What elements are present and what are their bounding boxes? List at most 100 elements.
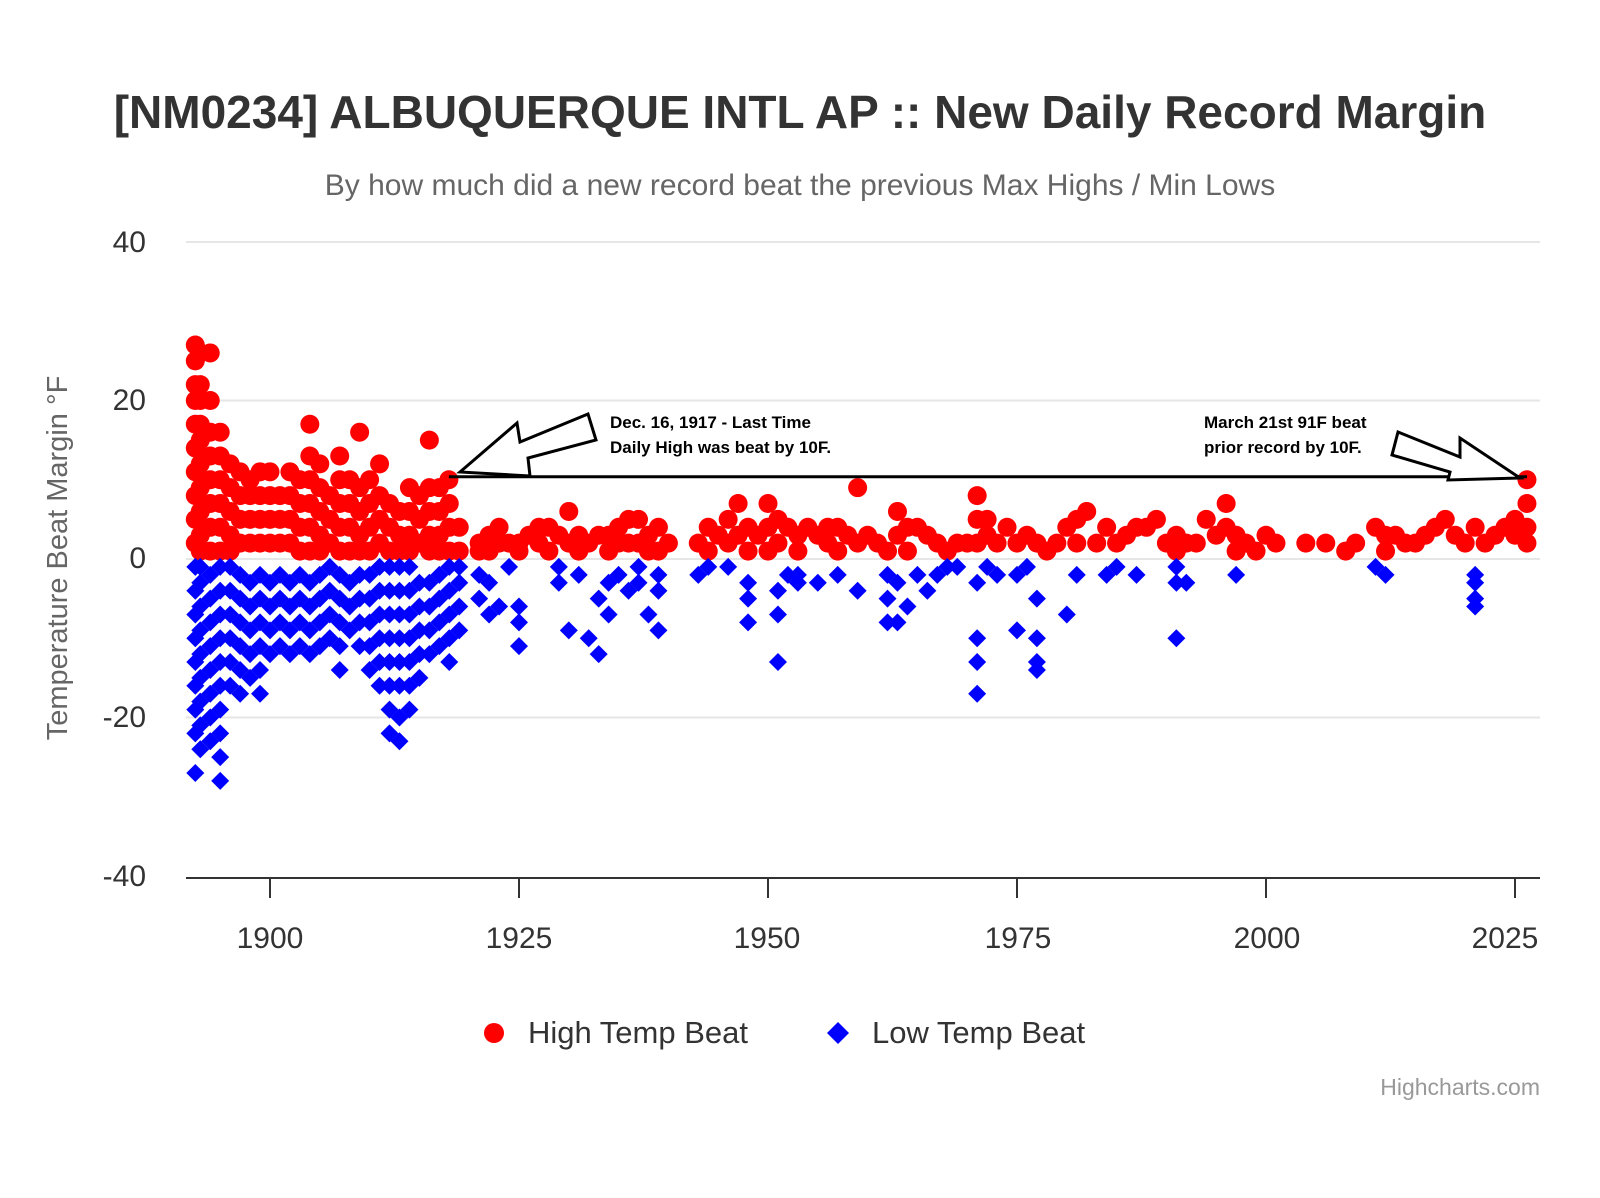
y-tick-label: 20: [113, 384, 146, 417]
data-point: [260, 462, 280, 482]
credits-link[interactable]: Highcharts.com: [1380, 1074, 1540, 1100]
y-axis-labels: 40 20 0 -20 -40: [103, 226, 146, 893]
data-point: [649, 621, 668, 640]
data-point: [1466, 573, 1485, 592]
data-point: [1067, 533, 1087, 553]
data-point: [579, 629, 598, 648]
data-point: [559, 501, 579, 521]
plot-area: [185, 335, 1537, 790]
circle-marker-icon: [484, 1023, 504, 1043]
data-point: [968, 573, 987, 592]
data-point: [1057, 605, 1076, 624]
data-point: [1077, 501, 1097, 521]
data-point: [211, 676, 230, 695]
data-point: [639, 605, 658, 624]
data-point: [739, 573, 758, 592]
annotation-text: Dec. 16, 1917 - Last Time: [610, 413, 811, 432]
data-point: [908, 565, 927, 584]
data-point: [350, 613, 369, 632]
data-point: [439, 494, 459, 514]
data-point: [968, 684, 987, 703]
data-point: [510, 613, 528, 632]
data-point: [828, 565, 847, 584]
data-point: [211, 629, 230, 648]
data-point: [419, 430, 439, 450]
data-point: [390, 653, 409, 672]
data-point: [370, 581, 389, 600]
legend: High Temp Beat Low Temp Beat: [484, 1015, 1085, 1050]
data-point: [898, 597, 917, 616]
data-point: [380, 605, 399, 624]
data-point: [410, 621, 429, 640]
data-point: [977, 509, 997, 529]
data-point: [200, 391, 220, 410]
data-point: [549, 557, 568, 576]
data-point: [1316, 533, 1336, 553]
legend-item-low[interactable]: Low Temp Beat: [827, 1015, 1085, 1050]
data-point: [360, 470, 380, 490]
data-point: [648, 517, 668, 537]
y-axis-title: Temperature Beat Margin °F: [42, 376, 74, 741]
data-point: [698, 541, 718, 561]
data-point: [439, 470, 459, 490]
data-point: [370, 605, 389, 624]
x-axis-labels: 1900 1925 1950 1975 2000 2025: [237, 922, 1539, 955]
x-tick-label: 1925: [486, 922, 553, 955]
data-point: [490, 597, 509, 616]
data-point: [380, 557, 399, 576]
data-point: [1346, 533, 1366, 553]
data-point: [1246, 541, 1266, 561]
annotation-text: Daily High was beat by 10F.: [610, 438, 831, 457]
data-point: [988, 565, 1007, 584]
legend-item-high[interactable]: High Temp Beat: [484, 1015, 748, 1050]
data-point: [1216, 494, 1236, 514]
y-tick-label: -20: [103, 701, 146, 734]
data-point: [400, 557, 419, 576]
data-point: [1227, 565, 1246, 584]
data-point: [1376, 565, 1395, 584]
data-point: [559, 621, 578, 640]
data-point: [470, 589, 489, 608]
data-point: [370, 676, 389, 695]
data-point: [1107, 557, 1126, 576]
data-point: [1087, 533, 1107, 553]
data-point: [1167, 557, 1186, 576]
x-tick-label: 1900: [237, 922, 304, 955]
data-point: [629, 557, 648, 576]
data-point: [948, 557, 967, 576]
diamond-marker-icon: [827, 1022, 849, 1044]
data-point: [1196, 509, 1216, 529]
data-point: [330, 660, 349, 679]
data-point: [1027, 589, 1046, 608]
data-point: [450, 621, 469, 640]
data-point: [440, 557, 459, 576]
left-arrow-annotation: [456, 411, 598, 478]
data-point: [968, 653, 987, 672]
data-point: [186, 763, 205, 782]
data-point: [758, 494, 778, 514]
data-point: [350, 565, 369, 584]
data-point: [887, 501, 907, 521]
right-arrow-annotation: [1390, 429, 1525, 482]
data-point: [828, 541, 848, 561]
data-point: [719, 557, 738, 576]
data-point: [967, 486, 987, 506]
data-point: [190, 375, 210, 395]
data-point: [1097, 517, 1117, 537]
data-point: [370, 629, 389, 648]
data-point: [251, 684, 270, 703]
data-point: [848, 581, 867, 600]
x-tick-label: 1975: [985, 922, 1052, 955]
data-point: [1127, 565, 1146, 584]
data-point: [1067, 565, 1086, 584]
data-point: [251, 660, 270, 679]
data-point: [200, 343, 220, 363]
data-point: [848, 478, 868, 498]
x-tick-label: 2025: [1472, 922, 1539, 955]
legend-label: Low Temp Beat: [872, 1015, 1085, 1050]
data-point: [509, 541, 529, 561]
data-point: [968, 629, 987, 648]
data-point: [370, 557, 389, 576]
data-point: [231, 684, 250, 703]
